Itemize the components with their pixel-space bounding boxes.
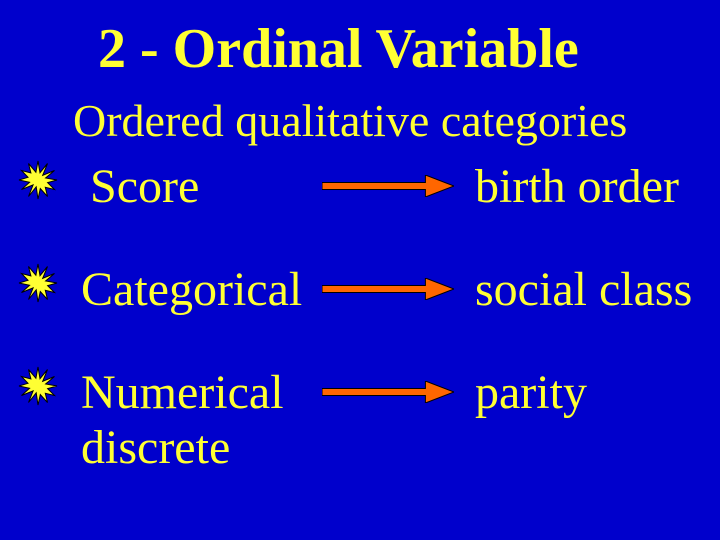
bullet-starburst-icon (18, 160, 58, 200)
slide-title: 2 - Ordinal Variable (98, 17, 579, 81)
item-label-numerical: Numerical (81, 365, 284, 420)
item-result-social-class: social class (475, 262, 692, 317)
bullet-starburst-icon (18, 366, 58, 406)
slide-subtitle: Ordered qualitative categories (73, 94, 627, 147)
arrow-icon (322, 381, 454, 403)
item-label-score: Score (90, 159, 199, 214)
item-result-birth-order: birth order (475, 159, 679, 214)
item-label-categorical: Categorical (81, 262, 302, 317)
item-result-parity: parity (475, 365, 587, 420)
arrow-icon (322, 278, 454, 300)
item-label-discrete: discrete (81, 420, 230, 475)
bullet-starburst-icon (18, 263, 58, 303)
arrow-icon (322, 175, 454, 197)
